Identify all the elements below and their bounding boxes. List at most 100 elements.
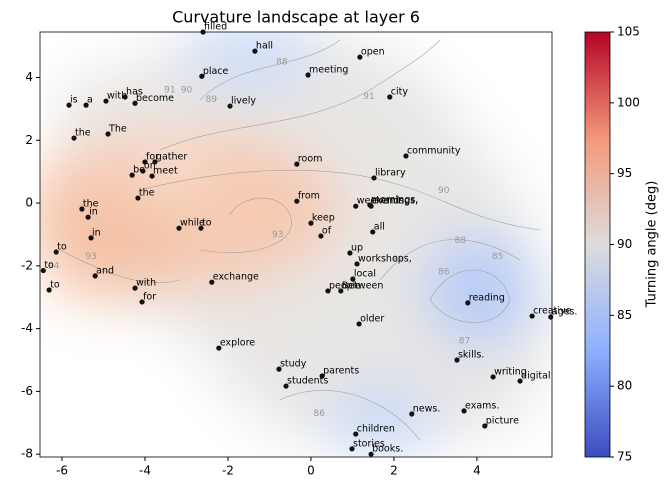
point-label: be: [133, 165, 145, 176]
colorbar-tick-label: 85: [617, 308, 632, 322]
point: [46, 287, 52, 293]
point-label: open: [361, 47, 385, 58]
contour-label: 93: [272, 230, 283, 240]
heatmap: [40, 32, 552, 457]
point-label: to: [202, 218, 212, 229]
point: [387, 94, 393, 100]
point-label: explore: [220, 338, 255, 349]
point-label: room: [298, 154, 323, 165]
point: [356, 321, 362, 327]
point-label: hall: [256, 41, 273, 52]
point: [66, 102, 72, 108]
point-label: meeting: [309, 65, 348, 76]
point: [370, 229, 376, 235]
y-tick-label: 4: [25, 70, 33, 84]
point-label: students: [287, 376, 328, 387]
point: [88, 235, 94, 241]
point-label: weekends,: [357, 196, 408, 207]
point: [139, 299, 145, 305]
point-label: of: [322, 226, 332, 237]
point-label: in: [89, 207, 98, 218]
x-tick-label: -2: [222, 464, 234, 478]
point-label: Between: [342, 280, 384, 291]
point: [198, 225, 204, 231]
contour-label: 91: [164, 86, 175, 96]
y-tick-label: 2: [25, 133, 33, 147]
x-tick-label: 0: [307, 464, 315, 478]
point-label: in: [92, 227, 101, 238]
point-label: for: [146, 151, 159, 162]
point-label: with: [107, 91, 127, 102]
point: [132, 285, 138, 291]
plot-frame: [39, 31, 553, 458]
point: [368, 203, 374, 209]
contour-label: 90: [438, 186, 450, 196]
point-label: exams.: [465, 400, 499, 411]
point-label: picture: [486, 415, 519, 426]
colorbar-tick-label: 75: [617, 450, 632, 464]
point: [83, 102, 89, 108]
point-label: a: [87, 95, 93, 106]
point-label: to: [57, 242, 67, 253]
point: [318, 233, 324, 239]
point-label: digital: [521, 371, 551, 382]
point: [354, 261, 360, 267]
point-label: workshops,: [358, 253, 412, 264]
x-tick-label: 4: [473, 464, 481, 478]
point: [338, 288, 344, 294]
contour-label: 86: [438, 268, 450, 278]
colorbar: [584, 31, 611, 458]
point: [216, 345, 222, 351]
point: [325, 288, 331, 294]
point: [105, 131, 111, 137]
point: [79, 206, 85, 212]
contour-label: 88: [455, 236, 467, 246]
point-label: community: [407, 145, 461, 156]
point: [294, 161, 300, 167]
point: [529, 313, 535, 319]
point-label: study: [280, 359, 307, 370]
point-label: and: [96, 265, 114, 276]
point-label: reading: [469, 292, 505, 303]
point-label: from: [298, 191, 320, 202]
point-label: has: [126, 86, 143, 97]
point: [85, 214, 91, 220]
point-label: library: [375, 167, 406, 178]
point-label: creative: [533, 306, 572, 317]
point-label: older: [360, 313, 384, 324]
point: [319, 373, 325, 379]
point: [140, 168, 146, 174]
point-label: children: [357, 424, 395, 435]
point: [276, 366, 282, 372]
point: [308, 220, 314, 226]
point-label: The: [108, 124, 127, 135]
point: [252, 48, 258, 54]
point: [152, 159, 158, 165]
chart-title: Curvature landscape at layer 6: [172, 8, 420, 27]
point: [40, 267, 46, 274]
point: [142, 159, 148, 165]
point: [350, 276, 356, 282]
point-label: with: [136, 278, 156, 289]
point-label: become: [136, 93, 174, 104]
point-label: the: [139, 188, 155, 199]
point: [371, 175, 377, 181]
point-label: to: [44, 260, 54, 271]
point: [92, 273, 98, 279]
point: [200, 29, 206, 35]
point: [135, 195, 141, 201]
point-label: all: [374, 221, 385, 232]
point-label: news.: [413, 403, 441, 414]
contour-label: 85: [492, 252, 503, 262]
point: [490, 374, 496, 380]
point: [368, 451, 374, 457]
point: [409, 411, 415, 417]
contour-label: 89: [206, 95, 218, 105]
colorbar-tick-label: 95: [617, 166, 632, 180]
contour-label: 93: [85, 252, 96, 262]
colorbar-tick-label: 80: [617, 379, 632, 393]
point: [347, 250, 353, 256]
point: [283, 383, 289, 389]
point: [353, 431, 359, 437]
